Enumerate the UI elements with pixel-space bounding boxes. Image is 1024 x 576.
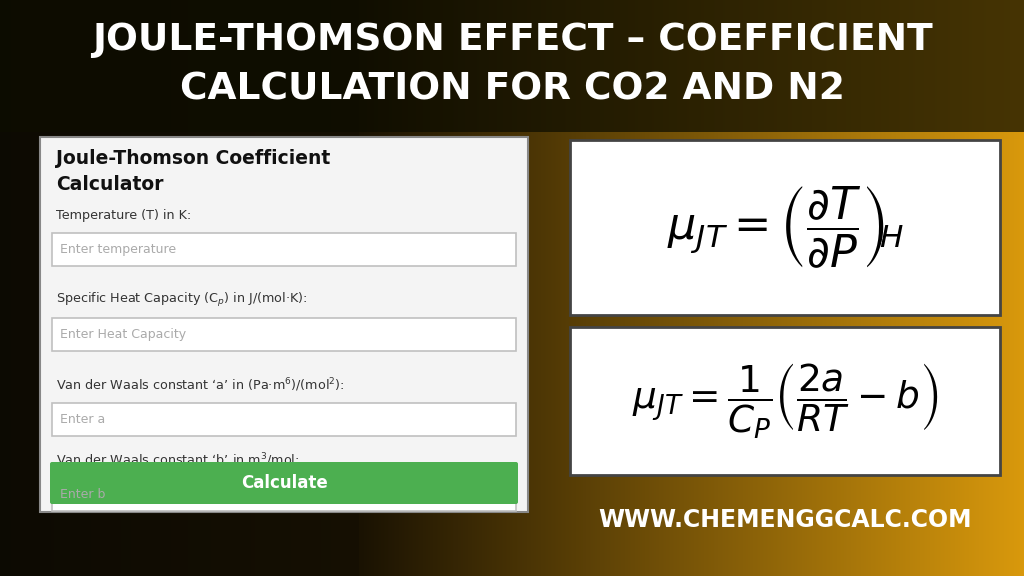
FancyBboxPatch shape [52,318,516,351]
FancyBboxPatch shape [570,140,1000,315]
Text: CALCULATION FOR CO2 AND N2: CALCULATION FOR CO2 AND N2 [179,72,845,108]
FancyBboxPatch shape [570,327,1000,475]
Bar [0,0,1024,132]
Text: Enter temperature: Enter temperature [60,243,176,256]
Text: Enter b: Enter b [60,488,105,501]
Text: Enter a: Enter a [60,413,105,426]
Text: Joule-Thomson Coefficient: Joule-Thomson Coefficient [56,150,331,169]
Text: $\mu_{JT} = \dfrac{1}{C_P}\left(\dfrac{2a}{RT}-b\right)$: $\mu_{JT} = \dfrac{1}{C_P}\left(\dfrac{2… [632,361,938,441]
Text: Temperature (T) in K:: Temperature (T) in K: [56,209,191,222]
Text: Specific Heat Capacity (C$_p$) in J/(mol·K):: Specific Heat Capacity (C$_p$) in J/(mol… [56,291,307,309]
FancyBboxPatch shape [50,462,518,504]
FancyBboxPatch shape [40,137,528,512]
Text: Van der Waals constant ‘b’ in m$^3$/mol:: Van der Waals constant ‘b’ in m$^3$/mol: [56,451,299,469]
Text: Enter Heat Capacity: Enter Heat Capacity [60,328,186,341]
FancyBboxPatch shape [52,233,516,266]
FancyBboxPatch shape [52,478,516,511]
Text: $\mu_{JT} = \left(\dfrac{\partial T}{\partial P}\right)_{\!\!H}$: $\mu_{JT} = \left(\dfrac{\partial T}{\pa… [667,185,903,270]
FancyBboxPatch shape [52,403,516,436]
Text: Van der Waals constant ‘a’ in (Pa·m$^6$)/(mol$^2$):: Van der Waals constant ‘a’ in (Pa·m$^6$)… [56,376,345,394]
Text: WWW.CHEMENGGCALC.COM: WWW.CHEMENGGCALC.COM [598,508,972,532]
Text: Calculator: Calculator [56,176,164,195]
Text: Calculate: Calculate [241,474,328,492]
Text: JOULE-THOMSON EFFECT – COEFFICIENT: JOULE-THOMSON EFFECT – COEFFICIENT [91,22,933,58]
